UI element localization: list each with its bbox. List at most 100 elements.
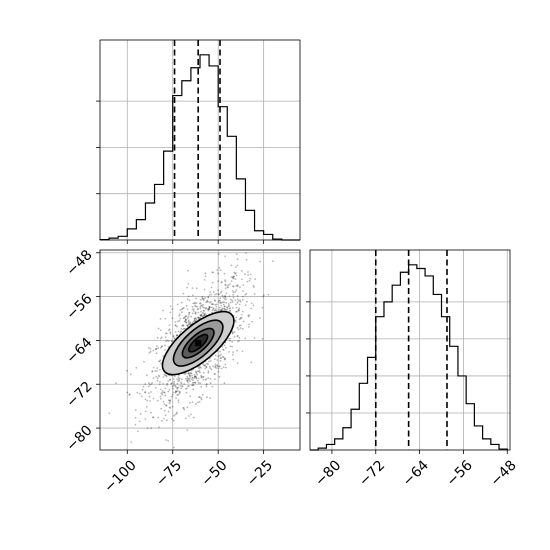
joint-sample-point <box>238 303 241 306</box>
joint-sample-point <box>197 311 200 314</box>
joint-sample-point <box>208 294 211 296</box>
joint-sample-point <box>229 310 231 312</box>
joint-sample-point <box>205 365 208 368</box>
joint-sample-point <box>169 331 172 334</box>
joint-sample-point <box>170 383 173 385</box>
joint-sample-point <box>128 393 131 396</box>
joint-sample-point <box>218 299 221 302</box>
joint-sample-point <box>167 410 170 413</box>
joint-sample-point <box>223 298 226 300</box>
joint-sample-point <box>248 279 251 282</box>
joint-sample-point <box>209 377 212 380</box>
joint-sample-point <box>155 348 158 350</box>
joint-sample-point <box>203 288 206 291</box>
joint-sample-point <box>146 399 149 402</box>
joint-sample-point <box>148 351 151 354</box>
joint-sample-point <box>178 320 181 322</box>
joint-sample-point <box>192 377 194 379</box>
joint-sample-point <box>217 367 220 370</box>
joint-sample-point <box>171 340 174 342</box>
joint-sample-point <box>219 269 222 271</box>
joint-sample-point <box>222 303 225 306</box>
hist-0-ticks <box>96 100 265 244</box>
joint-sample-point <box>194 312 197 314</box>
joint-sample-point <box>229 301 232 304</box>
joint-sample-point <box>166 339 169 342</box>
joint-sample-point <box>194 317 197 320</box>
joint-sample-point <box>201 393 204 396</box>
joint-sample-point <box>224 346 227 349</box>
joint-sample-point <box>206 362 209 365</box>
joint-sample-point <box>205 378 208 380</box>
joint-panel: −100 −75 −50 −25 −80 −72 −64 −56 −48 <box>63 247 301 496</box>
joint-sample-point <box>204 312 207 315</box>
joint-sample-point <box>238 318 241 321</box>
hist-1-quantile-lines <box>374 250 448 450</box>
hist-panel-param-1: −80 −72 −64 −56 −48 <box>306 249 520 490</box>
joint-sample-point <box>193 320 196 323</box>
joint-sample-point <box>187 283 190 285</box>
joint-sample-point <box>196 370 199 373</box>
joint-sample-point <box>178 313 181 316</box>
joint-sample-point <box>142 385 145 388</box>
joint-sample-point <box>197 381 200 384</box>
joint-sample-point <box>184 318 187 321</box>
joint-sample-point <box>195 371 198 374</box>
joint-sample-point <box>208 306 211 308</box>
joint-sample-point <box>224 287 227 290</box>
joint-sample-point <box>159 360 161 363</box>
joint-sample-point <box>202 303 205 306</box>
joint-sample-point <box>176 325 178 328</box>
joint-sample-point <box>196 305 199 308</box>
joint-sample-point <box>179 309 182 311</box>
joint-sample-point <box>177 386 180 389</box>
joint-xtick-label-3: −25 <box>244 457 276 489</box>
joint-sample-point <box>200 386 203 388</box>
joint-sample-point <box>208 306 211 309</box>
joint-sample-point <box>186 378 189 381</box>
joint-sample-point <box>187 372 190 374</box>
joint-sample-point <box>161 390 164 392</box>
joint-sample-point <box>149 347 152 350</box>
joint-sample-point <box>227 305 230 307</box>
joint-sample-point <box>217 253 220 255</box>
joint-sample-point <box>203 364 206 367</box>
joint-sample-point <box>174 391 177 394</box>
joint-sample-point <box>210 293 213 296</box>
joint-sample-point <box>215 367 218 369</box>
joint-sample-point <box>220 308 223 311</box>
joint-sample-point <box>207 371 210 374</box>
joint-sample-point <box>144 391 146 394</box>
joint-sample-point <box>222 356 225 359</box>
joint-sample-point <box>205 366 208 369</box>
joint-sample-point <box>157 374 160 377</box>
joint-sample-point <box>176 378 178 381</box>
joint-sample-point <box>212 307 215 310</box>
joint-sample-point <box>192 379 194 381</box>
joint-sample-point <box>224 357 226 360</box>
joint-sample-point <box>166 382 169 385</box>
joint-contour-1 <box>172 319 224 367</box>
hist-1-xtick-label-3: −56 <box>444 457 476 489</box>
joint-sample-point <box>159 337 162 340</box>
joint-sample-point <box>230 280 233 282</box>
joint-sample-point <box>238 339 241 342</box>
joint-sample-point <box>212 365 215 368</box>
joint-sample-point <box>161 345 163 348</box>
joint-sample-point <box>169 305 172 308</box>
joint-sample-point <box>242 295 244 298</box>
joint-y-ticks: −80 −72 −64 −56 −48 <box>63 247 100 455</box>
joint-sample-point <box>234 290 237 293</box>
joint-sample-point <box>129 373 132 376</box>
joint-sample-point <box>254 278 256 280</box>
joint-sample-point <box>140 395 143 398</box>
joint-sample-point <box>164 349 167 351</box>
joint-sample-point <box>177 393 180 396</box>
joint-sample-point <box>205 306 208 309</box>
joint-sample-point <box>187 385 189 388</box>
joint-sample-point <box>236 362 239 365</box>
joint-sample-point <box>179 317 182 320</box>
joint-sample-point <box>236 326 239 329</box>
joint-sample-point <box>225 309 228 311</box>
joint-sample-point <box>165 375 168 378</box>
